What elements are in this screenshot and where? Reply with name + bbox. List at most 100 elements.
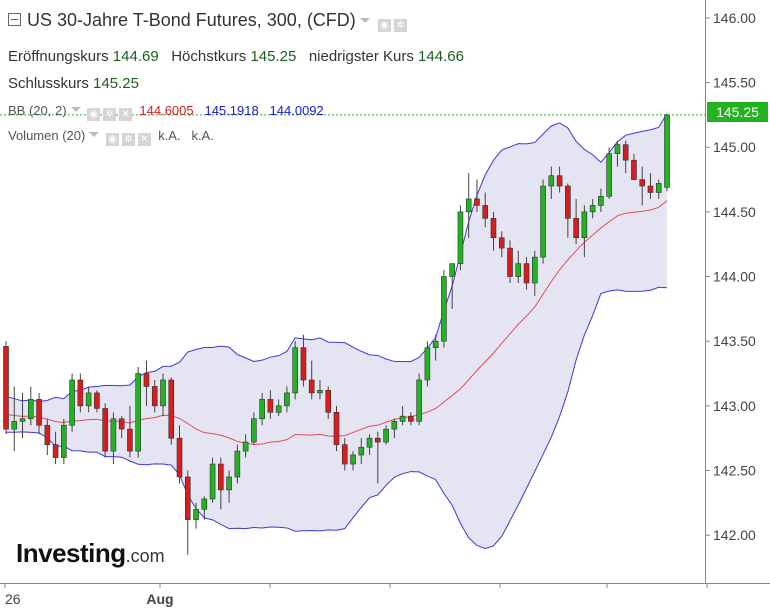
candle-body [565,185,571,219]
candle-body [118,418,125,430]
volume-dropdown-icon[interactable] [89,132,100,137]
candle-body [531,256,538,284]
candle-body [548,175,555,187]
candle-body [135,373,141,452]
bb-label: BB (20, 2) [8,103,67,118]
candle-body [325,390,332,413]
candle-body [655,183,662,193]
bb-mid-value: 144.6005 [139,103,194,118]
y-tick-label: 143.00 [713,398,756,414]
candle-body [143,373,150,387]
candle-body [540,185,546,258]
y-tick-label: 145.50 [713,75,756,91]
candle-body [391,421,398,430]
candle-body [218,463,224,491]
low-label: niedrigster Kurs [308,48,414,65]
candle-body [416,379,422,422]
candle-body [606,153,612,197]
chart-title: US 30-Jahre T-Bond Futures, 300, (CFD) ◉… [8,10,407,32]
eye-icon[interactable]: ◉ [377,19,391,32]
candle-body [226,476,232,491]
investing-logo: Investing.com [16,538,165,569]
bb-upper-value: 145.1918 [204,103,259,118]
candle-body [449,263,455,277]
candle-body [383,428,389,443]
candle-body [664,114,670,188]
candle-body [52,444,59,458]
candle-body [375,437,381,443]
volume-gear-icon[interactable]: ✲ [121,133,135,146]
candle-body [193,508,199,520]
ohlc-legend-row1: Eröffnungskurs 144.69 Höchstkurs 145.25 … [8,48,464,65]
y-tick-label: 142.00 [713,527,756,543]
candle-body [358,446,365,456]
candle-body [209,463,216,500]
candle-body [490,218,497,239]
candle-body [317,390,323,394]
volume-eye-icon[interactable]: ◉ [105,133,119,146]
volume-label: Volumen (20) [8,128,86,143]
candle-body [201,498,208,510]
candle-body [151,386,158,407]
candle-body [251,418,257,443]
candle-body [19,418,26,422]
candle-body [581,211,588,239]
low-value: 144.66 [418,48,464,65]
volume-value-2: k.A. [191,128,214,143]
bollinger-lower-line [5,286,668,550]
candle-body [482,205,489,219]
bb-lower-value: 144.0092 [269,103,324,118]
candle-body [69,379,75,426]
candle-body [639,179,646,187]
candle-body [110,418,117,452]
y-tick-label: 146.00 [713,10,756,26]
candle-body [614,144,621,155]
y-tick-label: 144.50 [713,204,756,220]
candle-body [573,218,579,239]
x-tick-label: Aug [146,591,173,607]
candle-body [457,211,464,264]
gear-icon[interactable]: ✲ [393,19,407,32]
volume-legend: Volumen (20) ◉ ✲ ✕ k.A. k.A. [8,128,214,146]
candle-body [168,379,175,439]
candle-body [94,392,100,409]
y-tick-label: 143.50 [713,333,756,349]
candle-body [432,340,439,348]
high-label: Höchstkurs [171,48,247,65]
candle-body [267,399,274,413]
bb-eye-icon[interactable]: ◉ [87,108,101,121]
candle-body [61,424,67,458]
candle-body [507,247,513,277]
logo-suffix: .com [125,546,165,566]
candle-body [36,399,42,426]
logo-main: Investing [16,538,126,568]
candle-body [498,237,505,249]
close-value: 145.25 [93,75,139,92]
volume-close-icon[interactable]: ✕ [137,133,151,146]
ohlc-legend-row2: Schlusskurs 145.25 [8,75,139,92]
close-label: Schlusskurs [8,75,89,92]
x-tick-label: 26 [5,591,21,607]
candle-body [556,175,563,187]
candle-body [441,276,447,342]
bb-dropdown-icon[interactable] [70,107,81,112]
bb-close-icon[interactable]: ✕ [119,108,133,121]
candle-body [622,144,629,161]
candle-body [408,415,414,422]
candle-body [598,196,604,206]
title-dropdown-icon[interactable] [359,18,370,23]
y-tick-label: 142.50 [713,463,756,479]
open-value: 144.69 [112,48,159,65]
candle-body [3,346,9,430]
bollinger-upper-line [5,113,668,403]
candle-body [424,347,431,381]
candle-body [127,428,133,452]
bb-legend: BB (20, 2) ◉ ✲ ✕ 144.6005 145.1918 144.009… [8,103,324,121]
candle-body [589,205,596,213]
candle-body [259,399,265,420]
bb-gear-icon[interactable]: ✲ [103,108,117,121]
collapse-icon[interactable] [8,13,21,26]
candle-body [515,263,522,277]
